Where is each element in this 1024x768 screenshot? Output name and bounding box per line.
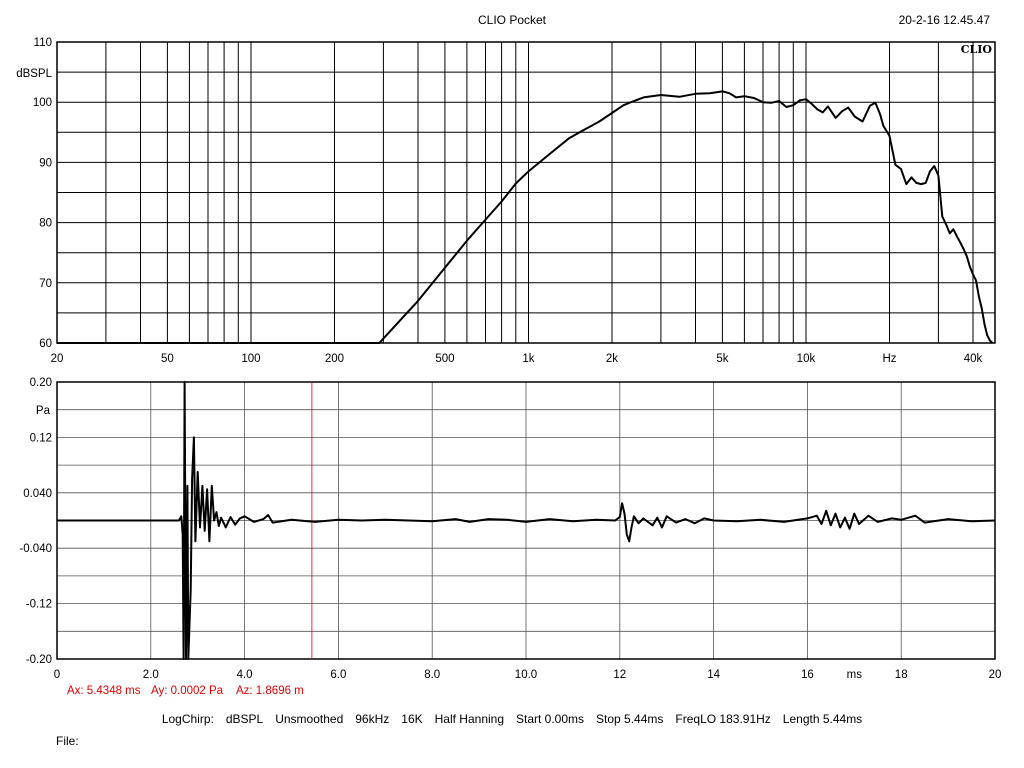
freq-y-tick-label: 80 [39, 218, 52, 230]
imp-x-tick-label: 16 [801, 669, 814, 681]
setting-start: Start 0.00ms [516, 712, 585, 726]
setting-stop: Stop 5.44ms [596, 712, 664, 726]
timestamp: 20-2-16 12.45.47 [898, 13, 990, 27]
cursor-ay-readout: Ay: 0.0002 Pa [151, 685, 224, 697]
imp-x-tick-label: 2.0 [143, 669, 159, 681]
imp-x-tick-label: 4.0 [237, 669, 253, 681]
setting-freq-lo: FreqLO 183.91Hz [675, 712, 771, 726]
setting-smoothing: Unsmoothed [275, 712, 344, 726]
freq-x-tick-label: Hz [882, 353, 896, 365]
cursor-ax-readout: Ax: 5.4348 ms [67, 685, 141, 697]
measurement-settings: LogChirp: dBSPL Unsmoothed 96kHz 16K Half Han… [0, 712, 1024, 726]
freq-y-tick-label: 60 [39, 338, 52, 350]
setting-mode: LogChirp: [161, 712, 214, 726]
freq-x-tick-label: 500 [435, 353, 454, 365]
freq-y-tick-label: 90 [39, 157, 52, 169]
cursor-az-readout: Az: 1.8696 m [236, 685, 304, 697]
freq-x-tick-label: 2k [606, 353, 618, 365]
freq-y-tick-label: 70 [39, 278, 52, 290]
setting-window: Half Hanning [434, 712, 504, 726]
imp-x-axis-unit: ms [847, 669, 863, 681]
clio-logo: CLIO [961, 43, 993, 56]
imp-y-tick-label: -0.20 [26, 654, 52, 666]
freq-x-tick-label: 100 [241, 353, 260, 365]
freq-x-tick-label: 20 [51, 353, 64, 365]
imp-y-tick-label: -0.12 [26, 599, 52, 611]
impulse-response-chart[interactable]: 0.20 0.12 0.040 -0.040 -0.12 -0.20 Pa 0 2.0 4.0 6.… [19, 377, 1001, 681]
freq-y-axis-unit: dBSPL [16, 68, 52, 80]
impulse-response-trace [57, 381, 996, 660]
imp-x-tick-label: 10.0 [515, 669, 537, 681]
freq-y-tick-label: 110 [34, 37, 52, 49]
imp-y-tick-label: 0.040 [23, 488, 52, 500]
freq-y-tick-label: 100 [33, 97, 52, 109]
imp-x-tick-label: 12 [613, 669, 626, 681]
app-title: CLIO Pocket [477, 13, 547, 27]
freq-plot-frame [56, 41, 996, 344]
frequency-response-chart[interactable]: 60 70 80 90 100 110 dBSPL 20 50 100 200 500 1k 2k 5k 10… [16, 37, 996, 365]
imp-x-tick-label: 14 [707, 669, 720, 681]
file-label: File: [56, 734, 79, 748]
freq-x-tick-label: 10k [797, 353, 816, 365]
imp-y-tick-label: 0.20 [30, 377, 52, 389]
imp-x-tick-label: 8.0 [424, 669, 440, 681]
setting-sample-rate: 96kHz [355, 712, 390, 726]
imp-y-axis-unit: Pa [36, 405, 51, 417]
setting-length: Length 5.44ms [782, 712, 863, 726]
imp-x-tick-label: 0 [54, 669, 60, 681]
freq-x-tick-label: 5k [716, 353, 728, 365]
imp-y-tick-label: 0.12 [30, 432, 52, 444]
freq-x-tick-label: 1k [522, 353, 534, 365]
frequency-response-trace [57, 90, 994, 344]
freq-x-tick-label: 40k [964, 353, 983, 365]
imp-x-tick-label: 6.0 [330, 669, 346, 681]
imp-x-tick-label: 18 [895, 669, 908, 681]
imp-y-tick-label: -0.040 [19, 543, 52, 555]
setting-size: 16K [401, 712, 423, 726]
freq-x-tick-label: 50 [161, 353, 174, 365]
freq-x-tick-label: 200 [325, 353, 344, 365]
imp-x-tick-label: 20 [989, 669, 1002, 681]
setting-units: dBSPL [225, 712, 264, 726]
